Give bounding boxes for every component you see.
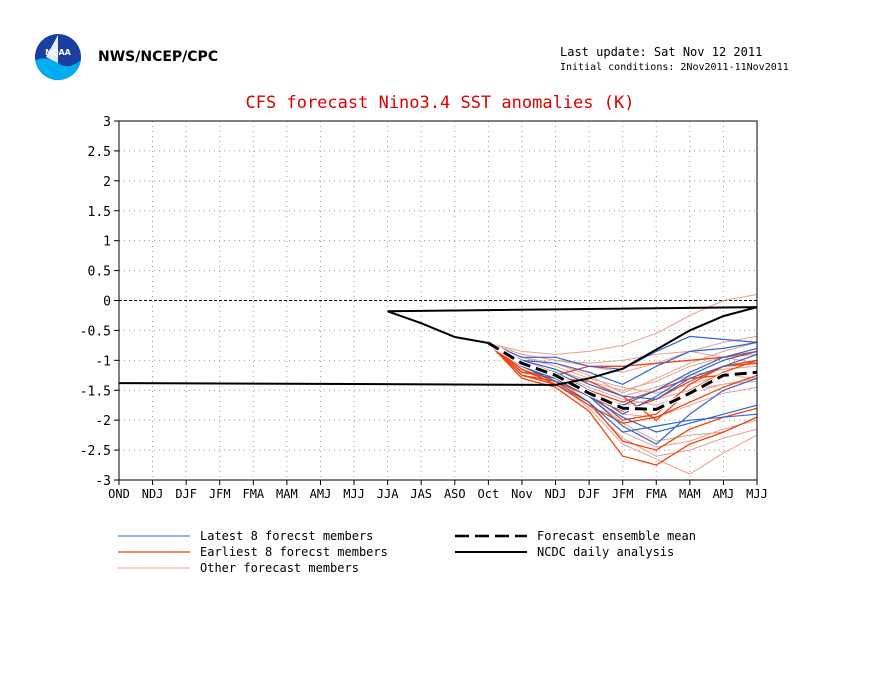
y-tick-label: -0.5 [80,324,111,339]
logo: NOAA [34,33,82,81]
x-tick-label: AMJ [713,487,735,501]
x-tick-label: Nov [511,487,533,501]
x-tick-label: JAS [410,487,432,501]
x-tick-label: NDJ [142,487,164,501]
chart-title: CFS forecast Nino3.4 SST anomalies (K) [246,93,635,113]
earliest-member-line [487,342,758,421]
x-tick-label: MAM [679,487,701,501]
x-tick-label: MAM [276,487,298,501]
legend-label-latest: Latest 8 forecst members [200,529,373,543]
x-tick-label: JFM [209,487,231,501]
y-tick-label: 3 [103,115,111,130]
y-tick-label: -1 [95,354,111,369]
svg-text:NOAA: NOAA [45,48,71,57]
latest-member-line [488,342,758,433]
noaa-logo-icon: NOAA [35,34,81,80]
earliest-member-line [487,342,758,403]
x-tick-label: ASO [444,487,466,501]
x-tick-label: JFM [612,487,634,501]
y-tick-label: -3 [95,474,111,489]
y-tick-label: -1.5 [80,384,111,399]
y-tick-label: 0.5 [88,265,111,280]
ensemble-mean-line [487,341,758,411]
x-tick-label: DJF [578,487,600,501]
earliest-member-line [487,342,758,412]
last-update: Last update: Sat Nov 12 2011 [560,45,762,59]
x-tick-label: FMA [645,487,667,501]
earliest-member-line [487,342,758,424]
x-tick-label: FMA [242,487,264,501]
x-tick-label: Oct [478,487,500,501]
x-tick-label: JJA [377,487,399,501]
initial-conditions: Initial conditions: 2Nov2011-11Nov2011 [560,62,789,73]
y-tick-label: 2 [103,175,111,190]
latest-member-line [488,342,758,433]
latest-member-line [488,342,758,400]
legend-label-earliest: Earliest 8 forecst members [200,545,388,559]
x-tick-label: DJF [175,487,197,501]
x-tick-label: NDJ [545,487,567,501]
analysis-line [118,306,758,386]
legend-label-mean: Forecast ensemble mean [537,529,696,543]
legend: Latest 8 forecst members Earliest 8 forec… [118,529,696,575]
latest-member-line [488,341,758,385]
y-tick-label: 2.5 [88,145,111,160]
other-member-line [488,342,758,364]
y-tick-label: 1 [103,235,111,250]
x-tick-label: AMJ [310,487,332,501]
y-tick-label: -2.5 [80,444,111,459]
legend-label-other: Other forecast members [200,561,359,575]
y-tick-label: -2 [95,414,111,429]
x-tick-label: OND [108,487,130,501]
legend-label-analysis: NCDC daily analysis [537,545,674,559]
y-tick-label: 0 [103,295,111,310]
plot-frame [118,120,758,481]
earliest-member-line [487,342,758,466]
other-member-line [488,342,758,406]
x-tick-label: MJJ [343,487,365,501]
y-tick-label: 1.5 [88,205,111,220]
other-member-line [488,294,758,355]
x-tick-label: MJJ [746,487,768,501]
org-label: NWS/NCEP/CPC [98,49,218,65]
